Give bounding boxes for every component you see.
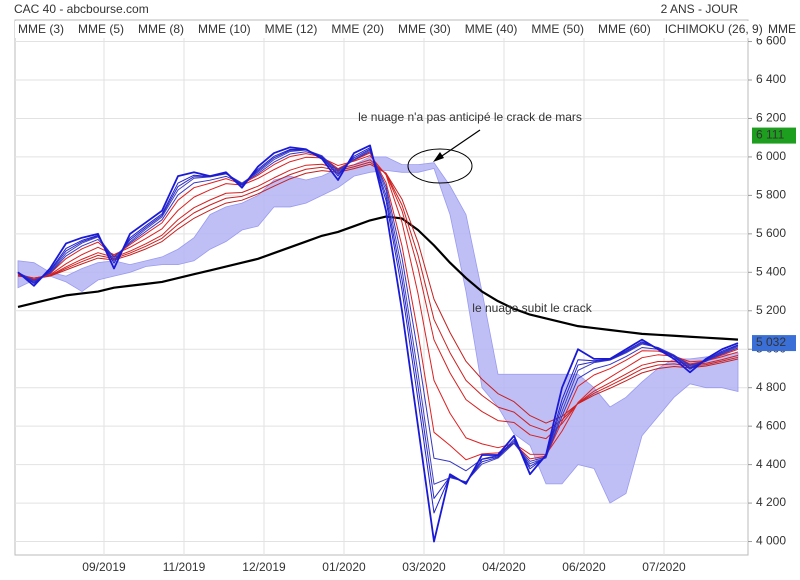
legend-entry: MME (12) [265, 22, 318, 36]
legend-entry: MME (20) [331, 22, 384, 36]
x-tick-label: 06/2020 [562, 560, 606, 574]
ichimoku-cloud [17, 156, 739, 504]
x-tick-label: 04/2020 [482, 560, 526, 574]
x-tick-label: 03/2020 [402, 560, 446, 574]
y-tick-label: 4 400 [756, 457, 786, 471]
price-marker [752, 335, 796, 352]
legend-entry: MME (3) [18, 22, 64, 36]
y-tick-label: 4 000 [756, 534, 786, 548]
legend-overflow: MME [768, 22, 796, 36]
y-tick-label: 4 200 [756, 495, 786, 509]
legend-entry: MME (40) [465, 22, 518, 36]
y-tick-label: 4 800 [756, 380, 786, 394]
y-tick-label: 5 800 [756, 188, 786, 202]
annotation: le nuage n'a pas anticipé le crack de ma… [358, 110, 582, 124]
x-tick-label: 07/2020 [642, 560, 686, 574]
legend-entry: MME (8) [138, 22, 184, 36]
y-tick-label: 5 600 [756, 226, 786, 240]
y-tick-label: 6 400 [756, 72, 786, 86]
y-tick-label: 6 200 [756, 111, 786, 125]
moving-average [17, 149, 739, 485]
long-average [17, 215, 739, 341]
x-tick-label: 12/2019 [242, 560, 286, 574]
y-tick-label: 4 600 [756, 418, 786, 432]
legend-entry: ICHIMOKU (26, 9) [665, 22, 763, 36]
x-tick-label: 09/2019 [82, 560, 126, 574]
y-tick-label: 5 400 [756, 264, 786, 278]
chart-title: CAC 40 - abcbourse.com [14, 2, 149, 16]
legend-entry: MME (60) [598, 22, 651, 36]
legend-bg [15, 21, 767, 38]
price-marker [752, 127, 796, 144]
moving-average [17, 155, 739, 455]
price-marker-label: 5 032 [756, 335, 786, 349]
moving-average [17, 148, 739, 499]
x-tick-label: 01/2020 [322, 560, 366, 574]
legend-entry: MME (10) [198, 22, 251, 36]
arrow-head [433, 152, 444, 162]
moving-average [17, 147, 739, 514]
legend-entry: MME (30) [398, 22, 451, 36]
x-tick-label: 11/2019 [163, 560, 206, 574]
moving-average [17, 151, 739, 472]
annotation-arrow [435, 129, 481, 161]
plot-area [14, 19, 749, 556]
moving-average [17, 144, 739, 543]
y-tick-label: 6 000 [756, 149, 786, 163]
price-marker-label: 6 111 [756, 128, 785, 142]
chart-subtitle: 2 ANS - JOUR [661, 2, 739, 16]
moving-average [17, 152, 739, 461]
annotation-ellipse [407, 148, 473, 184]
y-tick-label: 5 200 [756, 303, 786, 317]
annotation: le nuage subit le crack [472, 301, 592, 315]
legend-entry: MME (5) [78, 22, 124, 36]
legend-entry: MME (50) [531, 22, 584, 36]
